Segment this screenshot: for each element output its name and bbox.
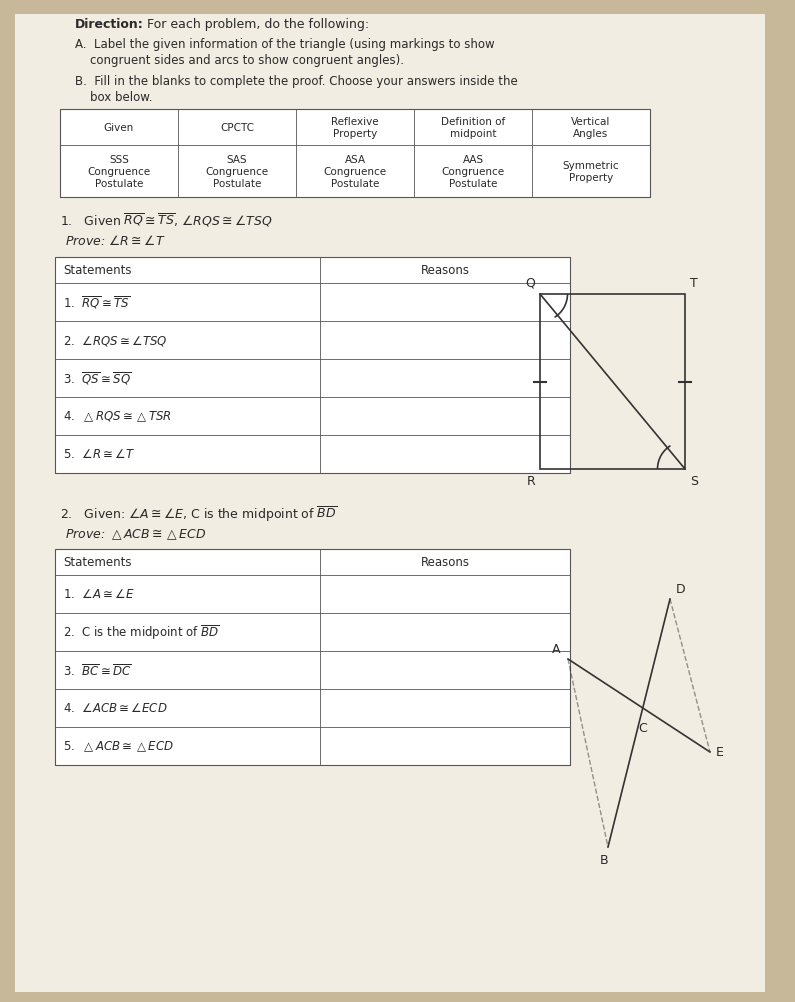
Text: For each problem, do the following:: For each problem, do the following: [143,18,369,31]
Text: Reasons: Reasons [421,265,470,278]
Text: CPCTC: CPCTC [220,123,254,133]
Text: 4.  $\angle ACB \cong \angle ECD$: 4. $\angle ACB \cong \angle ECD$ [63,701,168,714]
Text: Reflexive
Property: Reflexive Property [332,117,378,138]
Text: Q: Q [525,277,535,290]
Text: AAS
Congruence
Postulate: AAS Congruence Postulate [441,155,505,188]
Text: 2.  $\angle RQS \cong \angle TSQ$: 2. $\angle RQS \cong \angle TSQ$ [63,334,168,348]
Text: Statements: Statements [63,556,131,569]
Text: 5.  $\triangle ACB \cong \triangle ECD$: 5. $\triangle ACB \cong \triangle ECD$ [63,739,174,754]
Text: 3.  $\overline{QS} \cong \overline{SQ}$: 3. $\overline{QS} \cong \overline{SQ}$ [63,371,131,387]
Text: B: B [599,853,608,866]
Text: 1.  $\overline{RQ} \cong \overline{TS}$: 1. $\overline{RQ} \cong \overline{TS}$ [63,295,130,311]
Text: A: A [552,642,560,655]
Text: Definition of
midpoint: Definition of midpoint [441,117,505,138]
Text: B.  Fill in the blanks to complete the proof. Choose your answers inside the: B. Fill in the blanks to complete the pr… [75,75,518,88]
Text: Vertical
Angles: Vertical Angles [572,117,611,138]
Text: Given: Given [104,123,134,133]
Text: Direction:: Direction: [75,18,144,31]
Text: 1.  $\angle A \cong \angle E$: 1. $\angle A \cong \angle E$ [63,588,134,601]
Bar [60,110,650,197]
Text: A.  Label the given information of the triangle (using markings to show: A. Label the given information of the tr… [75,38,494,51]
Text: Symmetric
Property: Symmetric Property [563,161,619,182]
Bar [540,295,685,470]
Text: 5.  $\angle R \cong \angle T$: 5. $\angle R \cong \angle T$ [63,448,135,461]
Text: Prove: $\triangle ACB \cong \triangle ECD$: Prove: $\triangle ACB \cong \triangle EC… [65,526,207,541]
Text: SAS
Congruence
Postulate: SAS Congruence Postulate [205,155,269,188]
Text: Prove: $\angle R \cong \angle T$: Prove: $\angle R \cong \angle T$ [65,233,165,247]
Text: 3.  $\overline{BC} \cong \overline{DC}$: 3. $\overline{BC} \cong \overline{DC}$ [63,662,132,678]
Text: 1.   Given $\overline{RQ} \cong \overline{TS}$, $\angle RQS \cong \angle TSQ$: 1. Given $\overline{RQ} \cong \overline{… [60,211,273,228]
Text: congruent sides and arcs to show congruent angles).: congruent sides and arcs to show congrue… [90,54,404,67]
Bar [55,549,570,766]
Text: C: C [638,721,647,734]
Text: box below.: box below. [90,91,153,104]
Text: T: T [690,277,698,290]
Text: Statements: Statements [63,265,131,278]
Text: SSS
Congruence
Postulate: SSS Congruence Postulate [87,155,150,188]
Text: Reasons: Reasons [421,556,470,569]
Text: D: D [676,582,685,595]
Text: 2.  C is the midpoint of $\overline{BD}$: 2. C is the midpoint of $\overline{BD}$ [63,623,219,642]
Text: R: R [526,475,535,488]
Text: 2.   Given: $\angle A \cong \angle E$, C is the midpoint of $\overline{BD}$: 2. Given: $\angle A \cong \angle E$, C i… [60,504,337,524]
Text: S: S [690,475,698,488]
Text: E: E [716,745,724,759]
Bar [55,258,570,474]
Text: 4.  $\triangle RQS \cong \triangle TSR$: 4. $\triangle RQS \cong \triangle TSR$ [63,410,172,424]
Text: ASA
Congruence
Postulate: ASA Congruence Postulate [324,155,386,188]
